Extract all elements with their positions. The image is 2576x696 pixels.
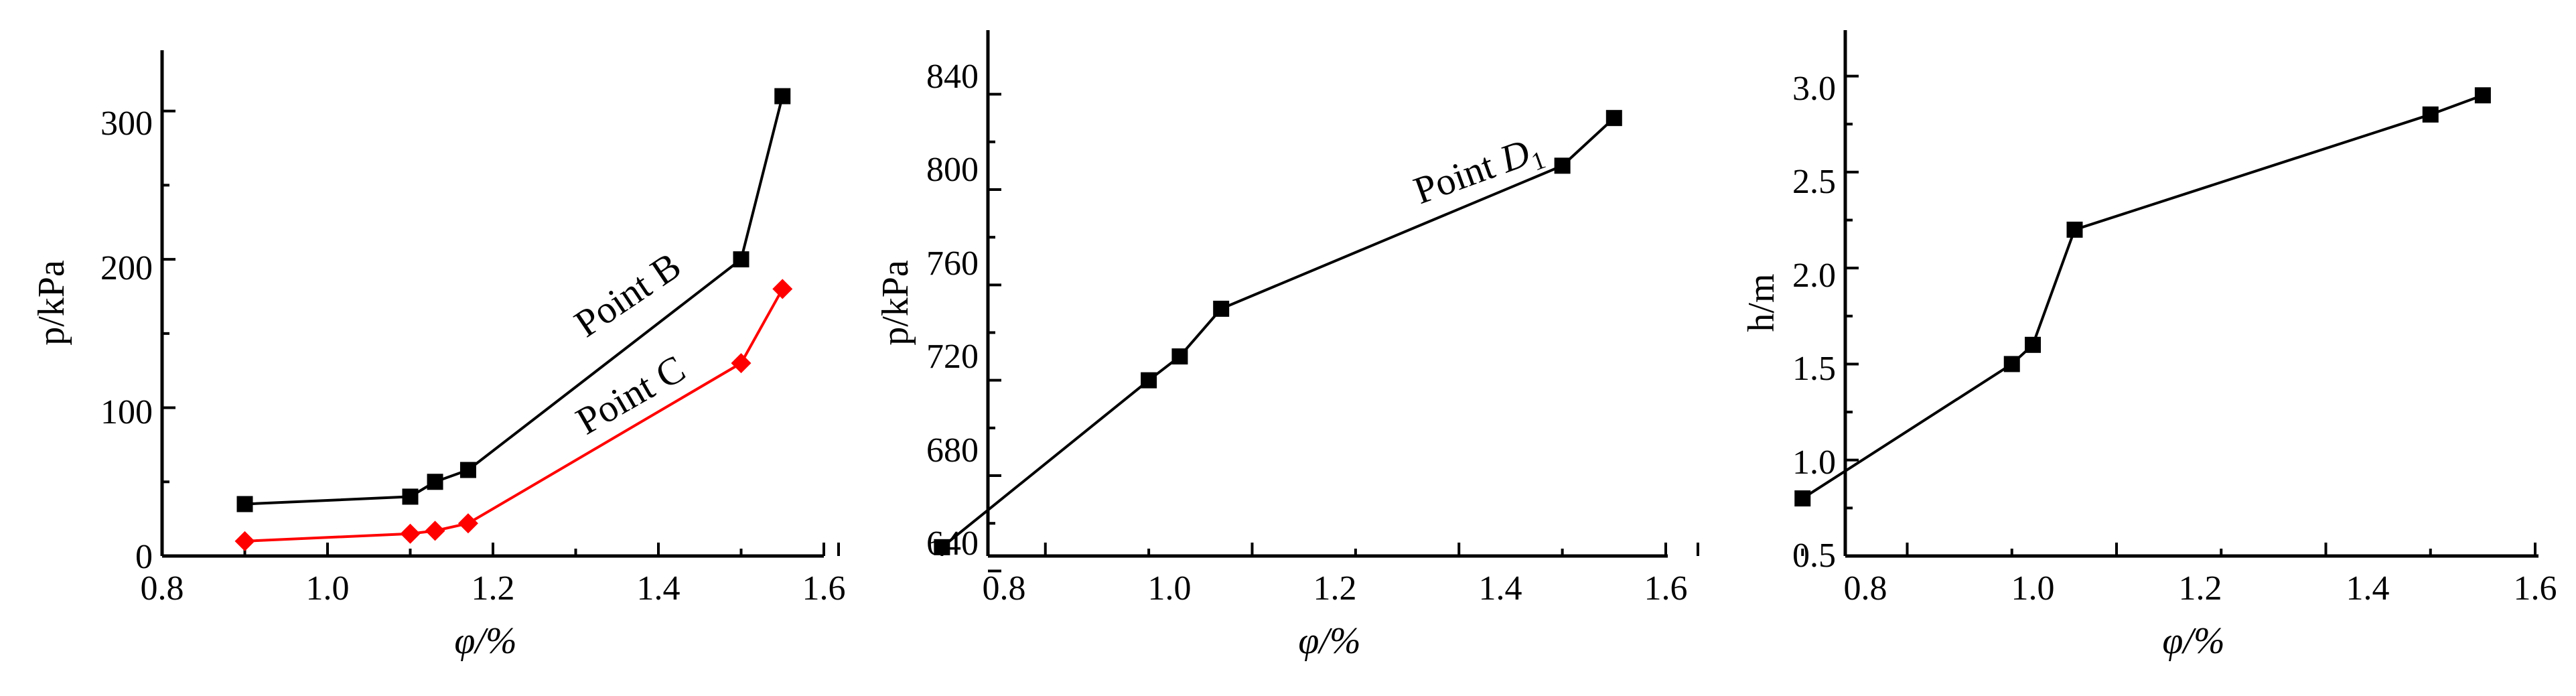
p1-data-point (731, 353, 752, 374)
p1-xtick-label: 1.6 (802, 569, 846, 608)
p3-ytick-label: 1.5 (1792, 350, 1836, 388)
p1-data-point (425, 520, 445, 541)
p2-xtick-label: 0.8 (983, 569, 1026, 608)
p3-y-axis-label: h/m (1741, 273, 1782, 332)
p1-ytick-label: 100 (100, 393, 153, 431)
panel-3: 0.8 1.0 1.2 1.4 1.6 0.5 1.0 1.5 2.0 2.5 … (1697, 30, 2557, 662)
p2-x-axis-label: φ/% (1298, 620, 1360, 662)
p1-series-line (244, 288, 784, 543)
panel-2: 0.8 1.0 1.2 1.4 1.6 640 680 720 760 800 … (837, 30, 1688, 662)
p1-xtick-label: 1.4 (637, 569, 681, 608)
p2-series-d1 (934, 110, 1622, 555)
p3-xtick-label: 0.8 (1844, 569, 1887, 608)
p2-xtick-label: 1.0 (1148, 569, 1192, 608)
p2-data-point (1141, 372, 1157, 389)
p2-ytick-labels: 640 680 720 760 800 840 (926, 58, 979, 563)
p1-ytick-label: 300 (100, 105, 153, 143)
p2-ytick-label: 720 (926, 338, 979, 376)
p3-data-point (2474, 87, 2491, 104)
p2-data-point (1605, 110, 1622, 127)
p3-x-axis-label: φ/% (2162, 620, 2224, 662)
p3-data-point (2422, 106, 2439, 123)
p1-x-axis-label: φ/% (454, 620, 516, 662)
p1-series-c (234, 279, 793, 551)
p1-ytick-label: 200 (100, 249, 153, 287)
p2-xtick-label: 1.4 (1479, 569, 1522, 608)
p1-data-point (234, 531, 255, 551)
p3-data-point (2066, 221, 2083, 238)
p1-data-point (400, 523, 421, 544)
p3-series (1794, 87, 2491, 507)
p2-data-point (934, 539, 950, 555)
p2-ytick-label: 680 (926, 431, 979, 470)
p1-data-point (402, 488, 419, 505)
p1-ytick-labels: 0 100 200 300 (100, 105, 153, 576)
p3-data-point (2003, 356, 2020, 372)
p3-xtick-label: 1.4 (2346, 569, 2390, 608)
panel-1: 0.8 1.0 1.2 1.4 1.6 0 100 200 300 φ/% p/… (31, 50, 846, 662)
p1-xtick-label: 1.2 (472, 569, 515, 608)
p2-series-d1-label: Point D1 (1408, 126, 1549, 217)
p3-ytick-labels: 0.5 1.0 1.5 2.0 2.5 3.0 (1792, 70, 1836, 575)
p2-series-line (941, 117, 1616, 549)
p3-xtick-labels: 0.8 1.0 1.2 1.4 1.6 (1844, 569, 2557, 608)
p1-data-point (457, 513, 478, 534)
p2-xtick-label: 1.2 (1313, 569, 1357, 608)
p3-ytick-label: 3.0 (1792, 70, 1836, 108)
p3-data-point (2025, 336, 2041, 353)
p1-series-b (236, 88, 791, 512)
p1-xtick-labels: 0.8 1.0 1.2 1.4 1.6 (141, 569, 846, 608)
p1-data-point (236, 496, 253, 512)
p1-data-point (427, 474, 443, 490)
p2-ytick-label: 800 (926, 151, 979, 189)
p1-data-point (459, 462, 476, 478)
p1-data-point (772, 279, 793, 299)
p1-ticks (161, 109, 825, 557)
p1-ytick-label: 0 (135, 538, 153, 576)
p2-xtick-labels: 0.8 1.0 1.2 1.4 1.6 (983, 569, 1688, 608)
p3-series-line (1802, 94, 2484, 500)
p3-ytick-label: 2.5 (1792, 163, 1836, 201)
p3-xtick-label: 1.6 (2514, 569, 2557, 608)
p2-data-point (1213, 300, 1230, 317)
p1-xtick-label: 0.8 (141, 569, 184, 608)
p2-data-point (1171, 348, 1188, 365)
p2-ytick-label: 760 (926, 245, 979, 283)
p1-y-axis-label: p/kPa (31, 260, 72, 346)
p2-ytick-label: 840 (926, 58, 979, 96)
p3-ticks (1697, 74, 2536, 557)
p2-series-d1-label-text: Point (1408, 140, 1509, 212)
p2-y-axis-label: p/kPa (875, 260, 916, 346)
p1-xtick-label: 1.0 (306, 569, 350, 608)
p3-xtick-label: 1.0 (2011, 569, 2055, 608)
p3-ytick-label: 1.0 (1792, 443, 1836, 482)
p2-ticks (837, 92, 1667, 573)
p1-series-line (244, 96, 784, 506)
p1-data-point (733, 251, 749, 268)
p3-xtick-label: 1.2 (2179, 569, 2222, 608)
p1-data-point (774, 88, 791, 105)
p3-data-point (1794, 490, 1811, 507)
p2-data-point (1554, 157, 1571, 174)
p1-series-b-label: Point B (567, 244, 689, 346)
p3-ytick-label: 0.5 (1792, 537, 1836, 575)
p3-ytick-label: 2.0 (1792, 257, 1836, 295)
p2-xtick-label: 1.6 (1644, 569, 1688, 608)
